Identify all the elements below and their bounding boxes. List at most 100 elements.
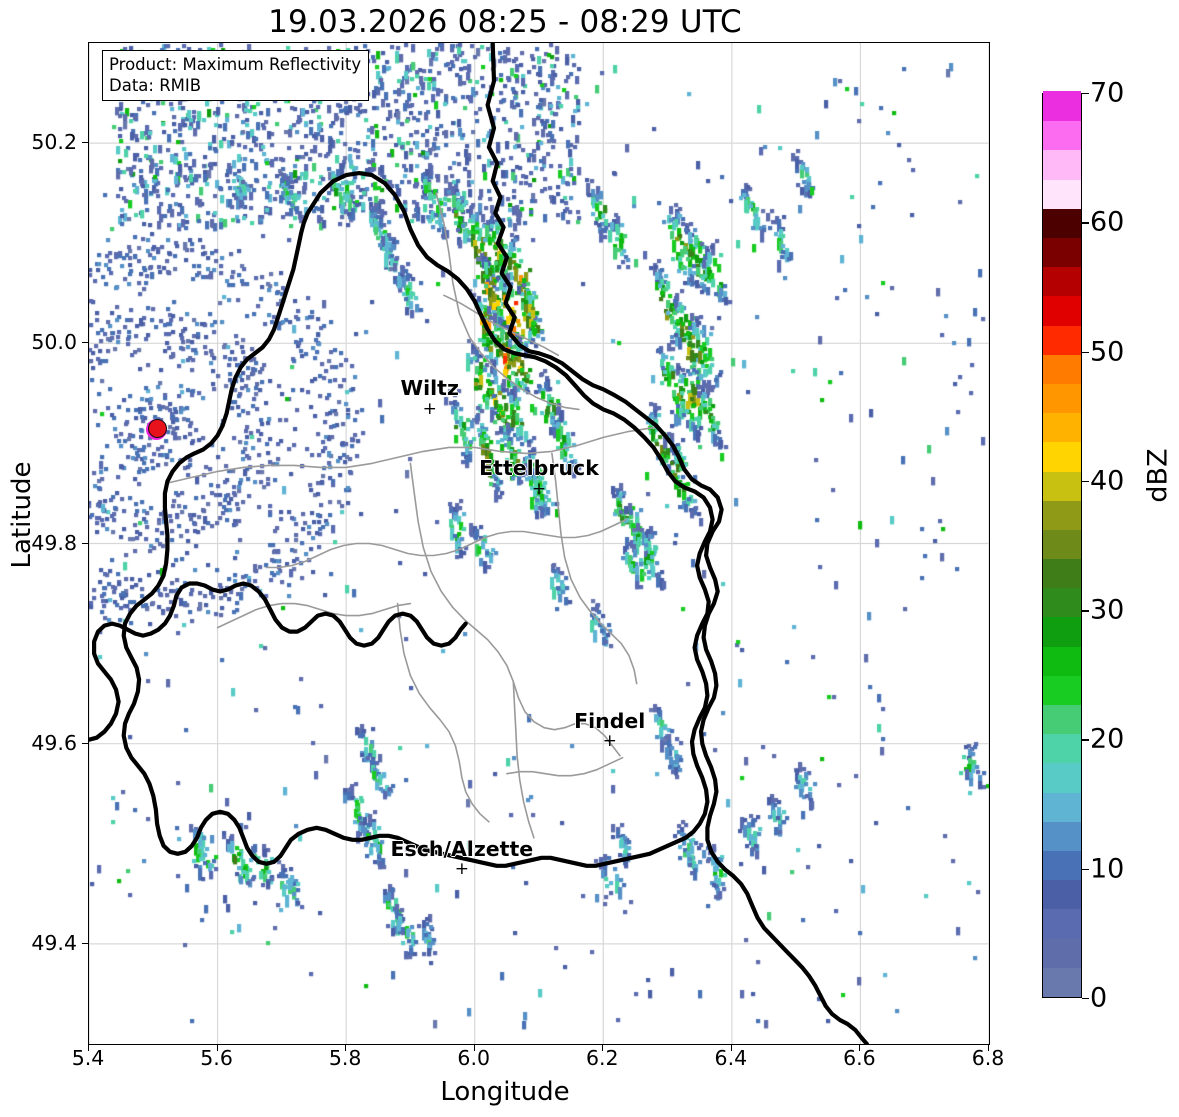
city-marker-wiltz: Wiltz + xyxy=(401,378,459,418)
y-axis-label: Latitude xyxy=(7,461,37,569)
colorbar-tick-mark xyxy=(1082,998,1089,1000)
colorbar-tick-mark xyxy=(1082,868,1089,871)
city-cross-icon: + xyxy=(602,731,617,752)
colorbar-segment xyxy=(1043,733,1081,764)
x-tick-mark xyxy=(730,1045,732,1051)
y-tick-label-4: 49.4 xyxy=(31,930,77,955)
x-tick-label-7: 6.8 xyxy=(971,1046,1005,1070)
y-tick-mark xyxy=(82,942,88,944)
colorbar-tick-mark xyxy=(1082,222,1089,224)
colorbar-segment xyxy=(1043,616,1081,647)
colorbar-segment xyxy=(1043,412,1081,443)
colorbar-segment xyxy=(1043,762,1081,793)
radar-site-icon xyxy=(145,417,169,441)
colorbar-segment xyxy=(1043,208,1081,238)
country-border xyxy=(89,43,869,1044)
colorbar-segment xyxy=(1043,470,1081,501)
colorbar-segment xyxy=(1043,500,1081,530)
x-tick-mark xyxy=(216,1045,218,1051)
x-tick-label-5: 6.4 xyxy=(714,1046,748,1070)
colorbar-tick-label-1: 60 xyxy=(1090,206,1125,238)
x-tick-mark xyxy=(345,1045,347,1051)
colorbar-tick-label-6: 10 xyxy=(1090,853,1125,885)
x-axis-label: Longitude xyxy=(440,1077,570,1107)
city-cross-icon: + xyxy=(531,478,547,499)
colorbar-segment xyxy=(1043,441,1081,472)
x-tick-mark xyxy=(988,1045,989,1051)
city-label: Wiltz xyxy=(400,376,459,401)
colorbar-segment xyxy=(1043,354,1081,384)
x-tick-label-2: 5.8 xyxy=(328,1046,362,1070)
colorbar[interactable] xyxy=(1042,91,1082,998)
colorbar-segment xyxy=(1043,675,1081,706)
colorbar-segment xyxy=(1043,91,1081,122)
radar-reflectivity-layer xyxy=(89,43,989,1044)
colorbar-segment xyxy=(1043,324,1081,355)
radar-site-core xyxy=(148,419,167,439)
y-tick-mark xyxy=(82,342,88,344)
city-cross-icon: + xyxy=(422,398,437,419)
colorbar-tick-mark xyxy=(1082,610,1089,612)
colorbar-gradient xyxy=(1042,91,1082,998)
info-product-line: Product: Maximum Reflectivity xyxy=(109,55,362,74)
x-tick-mark xyxy=(473,1045,475,1051)
x-tick-label-3: 6.0 xyxy=(457,1046,491,1070)
colorbar-tick-mark xyxy=(1082,351,1089,353)
city-marker-findel: Findel + xyxy=(574,711,645,751)
x-tick-label-1: 5.6 xyxy=(200,1046,233,1070)
x-tick-mark xyxy=(88,1045,89,1051)
info-data-line: Data: RMIB xyxy=(109,76,202,96)
product-info-box: Product: Maximum Reflectivity Data: RMIB xyxy=(102,50,370,102)
colorbar-tick-label-7: 0 xyxy=(1090,982,1108,1014)
y-tick-mark xyxy=(82,142,88,144)
city-label-layer: Wiltz + Ettelbruck + Findel + Esch/Alzette + xyxy=(89,43,989,1044)
x-tick-label-4: 6.2 xyxy=(585,1046,619,1070)
colorbar-tick-mark xyxy=(1082,480,1089,483)
colorbar-segment xyxy=(1043,937,1081,968)
colorbar-segment xyxy=(1043,850,1081,881)
colorbar-tick-label-2: 50 xyxy=(1090,336,1125,368)
colorbar-segment xyxy=(1043,149,1081,180)
city-label: Esch/Alzette xyxy=(390,836,534,861)
colorbar-segment xyxy=(1043,821,1081,852)
colorbar-segment xyxy=(1043,645,1081,676)
colorbar-tick-mark xyxy=(1082,739,1089,741)
colorbar-segment xyxy=(1043,529,1081,560)
y-tick-mark xyxy=(82,742,88,744)
page-title: 19.03.2026 08:25 - 08:29 UTC xyxy=(268,4,742,40)
colorbar-tick-mark xyxy=(1082,93,1089,95)
x-tick-label-0: 5.4 xyxy=(71,1046,105,1070)
colorbar-label: dBZ xyxy=(1142,448,1174,503)
map-boundaries-layer xyxy=(89,43,869,1044)
colorbar-tick-label-3: 40 xyxy=(1090,465,1125,497)
colorbar-segment xyxy=(1043,266,1081,297)
colorbar-segment xyxy=(1043,967,1081,997)
city-label: Findel xyxy=(574,708,646,733)
colorbar-segment xyxy=(1043,237,1081,268)
colorbar-segment xyxy=(1043,879,1081,910)
x-tick-label-6: 6.6 xyxy=(843,1046,876,1070)
y-tick-label-0: 50.2 xyxy=(31,130,77,155)
y-tick-label-3: 49.6 xyxy=(31,730,77,755)
x-tick-mark xyxy=(859,1045,861,1051)
colorbar-segment xyxy=(1043,791,1081,822)
colorbar-segment xyxy=(1043,295,1081,326)
colorbar-segment xyxy=(1043,120,1081,151)
colorbar-tick-label-4: 30 xyxy=(1090,594,1125,626)
radar-plot-area[interactable]: Wiltz + Ettelbruck + Findel + Esch/Alzette + Pr… xyxy=(88,42,990,1045)
city-label: Ettelbruck xyxy=(479,456,599,481)
city-marker-esch-alzette: Esch/Alzette + xyxy=(391,839,534,879)
colorbar-tick-label-5: 20 xyxy=(1090,723,1125,755)
canton-borders xyxy=(165,192,656,839)
colorbar-segment xyxy=(1043,558,1081,589)
colorbar-segment xyxy=(1043,383,1081,414)
colorbar-segment xyxy=(1043,908,1081,939)
x-tick-mark xyxy=(602,1045,604,1051)
colorbar-segment xyxy=(1043,178,1081,209)
y-tick-mark xyxy=(82,542,88,544)
y-tick-label-2: 49.8 xyxy=(31,530,77,555)
colorbar-segment xyxy=(1043,587,1081,618)
city-marker-ettelbruck: Ettelbruck + xyxy=(479,458,599,498)
colorbar-tick-label-0: 70 xyxy=(1090,77,1125,109)
colorbar-segment xyxy=(1043,704,1081,735)
